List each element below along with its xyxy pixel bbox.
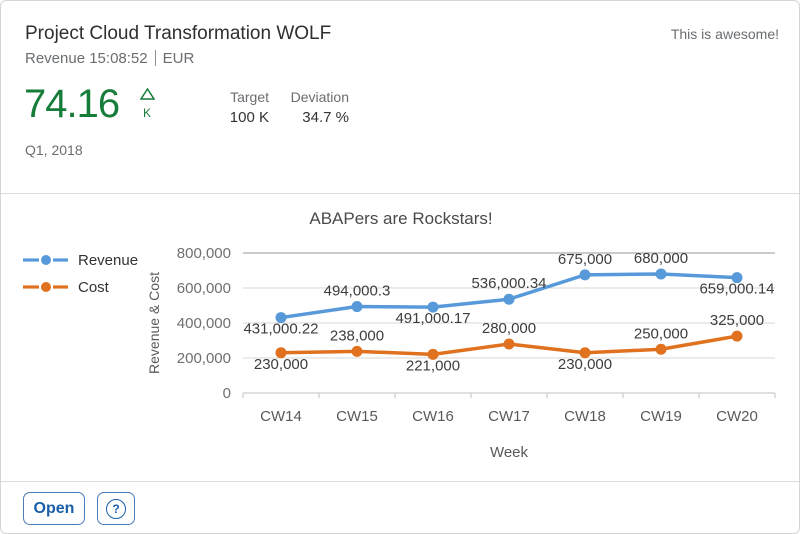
- footer-divider: [1, 481, 799, 482]
- revenue-data-point[interactable]: [427, 301, 439, 313]
- revenue-data-label: 491,000.17: [395, 310, 470, 327]
- target-value: 100 K: [229, 109, 269, 126]
- revenue-data-point[interactable]: [655, 268, 667, 280]
- y-tick-label: 400,000: [177, 315, 231, 332]
- revenue-cost-line-chart: ABAPers are Rockstars! Revenue & Cost Week…: [23, 209, 776, 461]
- cost-data-label: 230,000: [558, 356, 612, 373]
- chart-area: ABAPers are Rockstars! Revenue & Cost Week…: [1, 193, 799, 481]
- cost-data-label: 230,000: [254, 356, 308, 373]
- deviation-value: 34.7 %: [302, 109, 349, 126]
- kpi-value: 74.16: [24, 82, 120, 126]
- x-axis-title: Week: [490, 444, 529, 461]
- open-button[interactable]: Open: [23, 492, 85, 525]
- x-tick-label: CW20: [716, 408, 758, 425]
- revenue-data-point[interactable]: [351, 301, 363, 313]
- revenue-data-label: 536,000.34: [471, 275, 546, 292]
- cost-data-label: 280,000: [482, 320, 536, 337]
- cost-data-label: 325,000: [710, 312, 764, 329]
- x-tick-label: CW14: [260, 408, 302, 425]
- cost-data-point[interactable]: [655, 343, 667, 355]
- revenue-data-point[interactable]: [503, 293, 515, 305]
- period-label: Q1, 2018: [25, 142, 83, 158]
- y-tick-label: 600,000: [177, 280, 231, 297]
- help-button[interactable]: ?: [97, 492, 135, 525]
- question-mark-icon: ?: [106, 498, 126, 519]
- x-tick-label: CW15: [336, 408, 378, 425]
- x-tick-label: CW18: [564, 408, 606, 425]
- revenue-data-point[interactable]: [275, 312, 287, 324]
- revenue-data-point[interactable]: [579, 269, 591, 281]
- legend-label: Revenue: [78, 252, 138, 269]
- kpi-trend: K: [139, 87, 155, 120]
- x-tick-label: CW19: [640, 408, 682, 425]
- revenue-data-label: 494,000.3: [324, 283, 391, 300]
- cost-data-point[interactable]: [275, 347, 287, 359]
- cost-data-label: 238,000: [330, 327, 384, 344]
- legend-dot: [41, 255, 51, 265]
- chart-title: ABAPers are Rockstars!: [309, 209, 492, 228]
- revenue-data-label: 431,000.22: [243, 321, 318, 338]
- header-divider: [1, 193, 799, 194]
- subtitle-unit: EUR: [162, 50, 195, 67]
- info-text: This is awesome!: [670, 26, 779, 42]
- y-axis-title: Revenue & Cost: [146, 272, 162, 374]
- cost-data-label: 221,000: [406, 357, 460, 374]
- target-label: Target: [230, 89, 269, 105]
- y-tick-label: 0: [223, 385, 231, 402]
- revenue-data-label: 659,000.14: [699, 281, 774, 298]
- cost-data-point[interactable]: [427, 348, 439, 360]
- legend-item-revenue[interactable]: Revenue: [23, 252, 138, 269]
- legend-label: Cost: [78, 279, 110, 296]
- legend-dot: [41, 282, 51, 292]
- subtitle-metric-time: Revenue 15:08:52: [25, 50, 148, 67]
- y-tick-label: 800,000: [177, 245, 231, 262]
- deviation-column: Deviation 34.7 %: [281, 89, 349, 126]
- legend-item-cost[interactable]: Cost: [23, 279, 110, 296]
- cost-data-label: 250,000: [634, 325, 688, 342]
- kpi-scale: K: [142, 106, 151, 120]
- cost-data-point[interactable]: [731, 330, 743, 342]
- y-tick-label: 200,000: [177, 350, 231, 367]
- x-tick-label: CW16: [412, 408, 454, 425]
- target-column: Target 100 K: [206, 89, 269, 126]
- card-title: Project Cloud Transformation WOLF: [25, 23, 332, 44]
- revenue-data-label: 675,000: [558, 251, 612, 268]
- cost-data-point[interactable]: [579, 347, 591, 359]
- x-tick-label: CW17: [488, 408, 530, 425]
- card-subtitle: Revenue 15:08:52 EUR: [25, 50, 194, 67]
- cost-data-point[interactable]: [503, 338, 515, 350]
- revenue-data-point[interactable]: [731, 272, 743, 284]
- revenue-data-label: 680,000: [634, 250, 688, 267]
- triangle-up-icon: [139, 87, 155, 100]
- cost-data-point[interactable]: [351, 345, 363, 357]
- subtitle-separator: [154, 50, 156, 66]
- deviation-label: Deviation: [290, 89, 349, 105]
